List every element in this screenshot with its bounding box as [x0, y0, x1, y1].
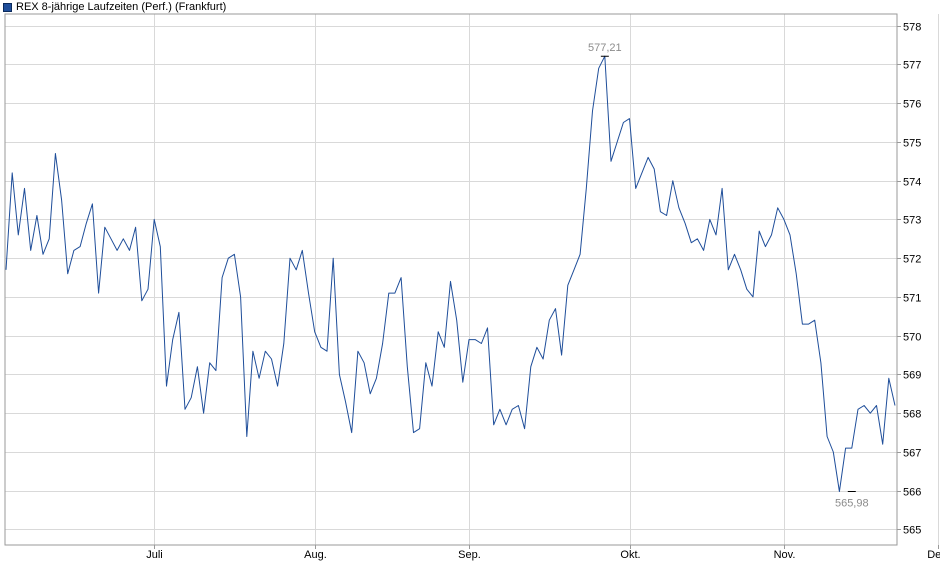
x-axis: Juli Aug. Sep. Okt. Nov. Dez.	[146, 545, 940, 561]
x-tick-label: Nov.	[774, 549, 796, 561]
data-label: 565,98	[835, 498, 869, 510]
series-layer	[5, 55, 896, 492]
y-tick-label: 570	[903, 332, 921, 344]
plot-frame	[4, 13, 898, 546]
x-tick-label: Sep.	[458, 549, 481, 561]
y-tick-label: 572	[903, 254, 921, 266]
data-label: 577,21	[588, 42, 622, 54]
y-tick-label: 566	[903, 487, 921, 499]
chart-legend: REX 8-jährige Laufzeiten (Perf.) (Frankf…	[3, 0, 226, 14]
y-tick-label: 574	[903, 177, 921, 189]
y-axis: 565 566 567 568 569 570 571 572 573 574 575 576 577 5…	[897, 22, 921, 537]
y-tick-label: 573	[903, 215, 921, 227]
x-tick-label: Dez.	[927, 549, 940, 561]
legend-swatch	[3, 2, 12, 12]
x-tick-label: Juli	[146, 549, 163, 561]
y-tick-label: 569	[903, 370, 921, 382]
y-tick-label: 571	[903, 293, 921, 305]
annotation-layer: 577,21 565,98	[588, 42, 869, 509]
y-tick-label: 576	[903, 99, 921, 111]
y-tick-label: 567	[903, 448, 921, 460]
y-tick-label: 577	[903, 60, 921, 72]
legend-label: REX 8-jährige Laufzeiten (Perf.) (Frankf…	[16, 1, 227, 13]
x-tick-label: Aug.	[304, 549, 327, 561]
series-line	[5, 55, 896, 492]
chart-grid	[5, 14, 939, 545]
y-tick-label: 568	[903, 409, 921, 421]
y-tick-label: 578	[903, 22, 921, 34]
y-tick-label: 575	[903, 138, 921, 150]
y-tick-label: 565	[903, 525, 921, 537]
x-tick-label: Okt.	[620, 549, 640, 561]
